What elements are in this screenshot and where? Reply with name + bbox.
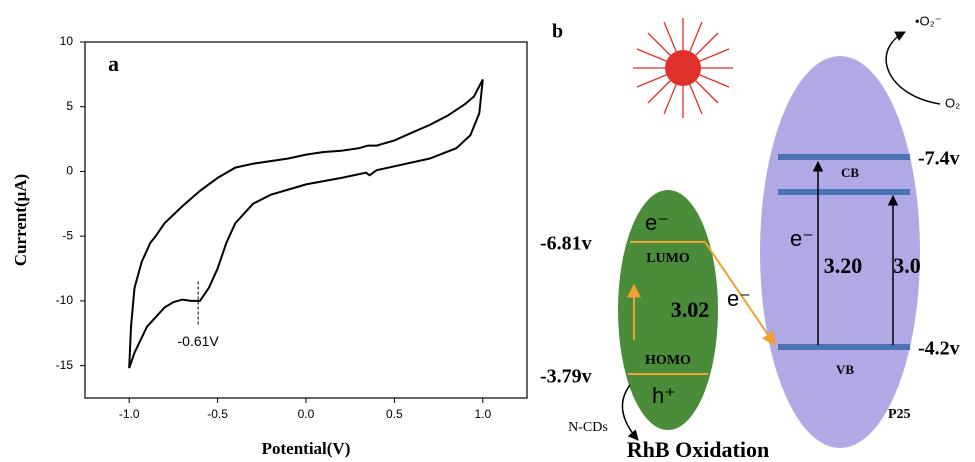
p25-ellipse (760, 56, 920, 448)
radical-label: •O₂⁻ (915, 13, 942, 28)
hole-label: h⁺ (652, 383, 676, 408)
product-label: RhB Oxidation (627, 437, 769, 462)
cv-chart: a Potential(V) Current(μA) -1.0 -0.5 0.0 0.… (11, 34, 528, 458)
y-tick-label: 0 (66, 164, 73, 178)
bands (778, 154, 910, 350)
x-tick-label: 0.5 (386, 407, 403, 421)
annotation-label: -0.61V (178, 333, 220, 349)
arrows (621, 31, 941, 441)
y-tick-label: -15 (56, 358, 74, 372)
electron-label: e⁻ (727, 286, 751, 311)
y-tick-label: -10 (56, 293, 74, 307)
x-tick-label: -1.0 (119, 407, 140, 421)
gap-label: 3.0 (893, 253, 921, 278)
cb-label: CB (841, 165, 859, 180)
orbitals (627, 241, 776, 375)
y-tick-label: 5 (66, 99, 73, 113)
p25-label: P25 (888, 407, 911, 422)
lumo-label: LUMO (646, 251, 690, 266)
homo-label: HOMO (645, 353, 691, 368)
plot-frame (84, 41, 528, 399)
ncds-ellipse (618, 190, 718, 430)
vb-potential: -4.2v (918, 338, 960, 360)
cb-potential: -7.4v (918, 148, 960, 170)
band-diagram: b •O₂⁻ O₂ -7.4v (540, 13, 960, 462)
y-tick-label: -5 (62, 228, 73, 242)
panel-label: a (108, 51, 119, 76)
sun (633, 18, 733, 118)
y-axis-label: Current(μA) (11, 174, 30, 266)
gap-label: 3.20 (824, 253, 863, 278)
electron-label: e⁻ (645, 210, 669, 235)
panel-label: b (552, 21, 563, 43)
lumo-potential: -6.81v (540, 233, 592, 255)
x-axis-label: Potential(V) (262, 439, 351, 458)
x-tick-label: -0.5 (207, 407, 228, 421)
electron-label: e⁻ (790, 226, 814, 251)
homo-potential: -3.79v (540, 366, 592, 388)
x-tick-label: 1.0 (474, 407, 491, 421)
cv-curve (128, 79, 484, 369)
y-tick-label: 10 (60, 34, 74, 48)
ncds-label: N-CDs (568, 420, 608, 435)
oxygen-label: O₂ (945, 95, 960, 110)
gap-label: 3.02 (671, 297, 710, 322)
vb-label: VB (836, 362, 854, 377)
x-tick-label: 0.0 (298, 407, 315, 421)
